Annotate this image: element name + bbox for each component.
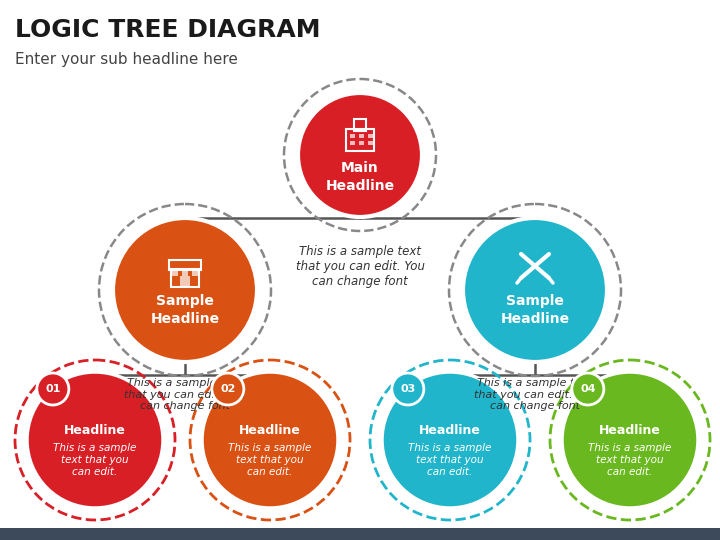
- Text: 01: 01: [45, 384, 60, 394]
- Circle shape: [113, 218, 257, 362]
- Circle shape: [202, 372, 338, 508]
- FancyBboxPatch shape: [192, 271, 198, 276]
- Text: Sample
Headline: Sample Headline: [150, 294, 220, 326]
- FancyBboxPatch shape: [350, 134, 355, 138]
- Circle shape: [463, 218, 607, 362]
- Circle shape: [392, 373, 424, 405]
- FancyBboxPatch shape: [182, 271, 188, 276]
- Text: This is a sample
text that you
can edit.: This is a sample text that you can edit.: [228, 443, 312, 477]
- Text: Enter your sub headline here: Enter your sub headline here: [15, 52, 238, 67]
- Text: This is a sample
text that you
can edit.: This is a sample text that you can edit.: [588, 443, 672, 477]
- Text: Sample
Headline: Sample Headline: [500, 294, 570, 326]
- Circle shape: [27, 372, 163, 508]
- FancyBboxPatch shape: [350, 141, 355, 145]
- Bar: [0, 528, 720, 540]
- Text: This is a sample text
that you can edit. You
can change font: This is a sample text that you can edit.…: [125, 378, 246, 411]
- Text: Headline: Headline: [64, 423, 126, 436]
- Text: This is a sample text
that you can edit. You
can change font: This is a sample text that you can edit.…: [474, 378, 595, 411]
- Text: 02: 02: [220, 384, 235, 394]
- FancyBboxPatch shape: [359, 134, 364, 138]
- Text: This is a sample
text that you
can edit.: This is a sample text that you can edit.: [53, 443, 137, 477]
- FancyBboxPatch shape: [180, 276, 190, 287]
- Text: Main
Headline: Main Headline: [325, 161, 395, 193]
- FancyBboxPatch shape: [172, 271, 178, 276]
- Text: This is a sample text
that you can edit. You
can change font: This is a sample text that you can edit.…: [295, 245, 425, 288]
- Circle shape: [298, 93, 422, 217]
- FancyBboxPatch shape: [368, 134, 373, 138]
- Text: Headline: Headline: [239, 423, 301, 436]
- Circle shape: [572, 373, 604, 405]
- Circle shape: [382, 372, 518, 508]
- Text: This is a sample
text that you
can edit.: This is a sample text that you can edit.: [408, 443, 492, 477]
- Text: Headline: Headline: [419, 423, 481, 436]
- Text: LOGIC TREE DIAGRAM: LOGIC TREE DIAGRAM: [15, 18, 320, 42]
- Circle shape: [37, 373, 69, 405]
- FancyBboxPatch shape: [368, 141, 373, 145]
- Text: 03: 03: [400, 384, 415, 394]
- Circle shape: [212, 373, 244, 405]
- Circle shape: [562, 372, 698, 508]
- Text: Headline: Headline: [599, 423, 661, 436]
- Text: 04: 04: [580, 384, 595, 394]
- FancyBboxPatch shape: [359, 141, 364, 145]
